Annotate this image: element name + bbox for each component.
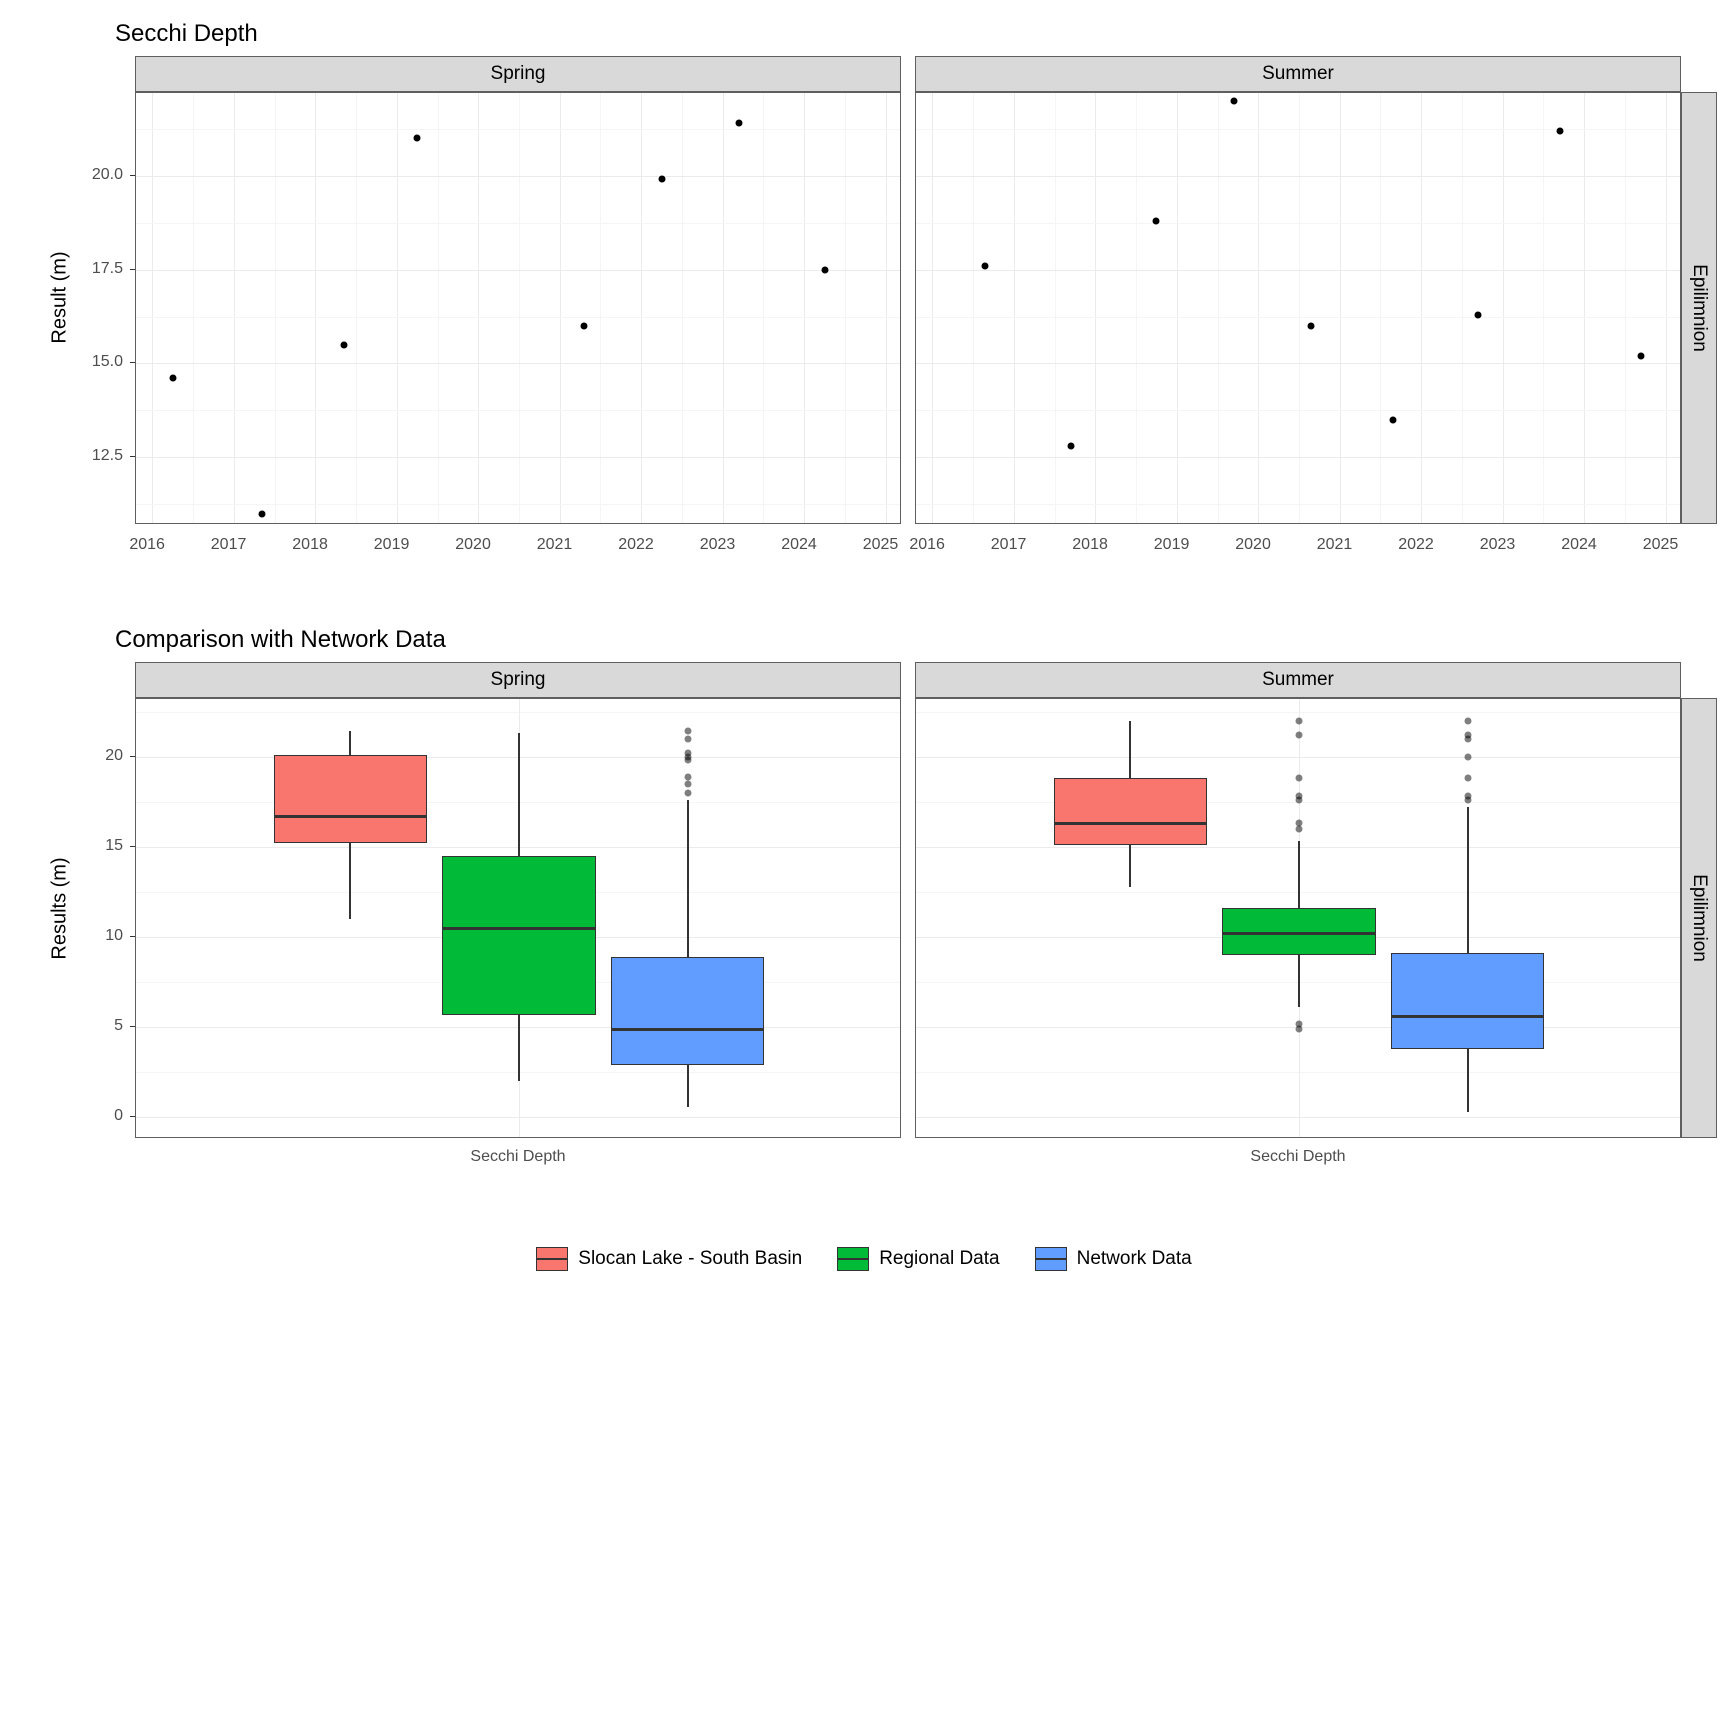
chart2-spring-panel (135, 698, 901, 1138)
legend-item-regional: Regional Data (837, 1247, 999, 1271)
data-point (259, 510, 266, 517)
chart1-spring-panel (135, 92, 901, 524)
legend-swatch (1035, 1247, 1067, 1271)
data-point (169, 375, 176, 382)
data-point (1308, 322, 1315, 329)
boxplot-slocan (274, 755, 427, 843)
strip-right-2: Epilimnion (1681, 698, 1717, 1138)
legend-item-slocan: Slocan Lake - South Basin (536, 1247, 802, 1271)
chart1-title: Secchi Depth (20, 20, 1708, 48)
data-point (1638, 352, 1645, 359)
figure: Secchi Depth Result (m) 12.515.017.520.0… (0, 0, 1728, 1728)
chart2-summer-panel (915, 698, 1681, 1138)
data-point (1230, 97, 1237, 104)
data-point (1067, 443, 1074, 450)
data-point (821, 266, 828, 273)
legend: Slocan Lake - South Basin Regional Data … (20, 1247, 1708, 1271)
legend-item-network: Network Data (1035, 1247, 1192, 1271)
legend-swatch (536, 1247, 568, 1271)
strip-summer-2: Summer (915, 662, 1681, 698)
data-point (1153, 217, 1160, 224)
data-point (1389, 416, 1396, 423)
boxplot-network (611, 957, 764, 1065)
chart1-summer-panel (915, 92, 1681, 524)
data-point (658, 176, 665, 183)
c2-xlab-summer: Secchi Depth (915, 1148, 1681, 1166)
data-point (1475, 311, 1482, 318)
chart1-ylabel: Result (m) (49, 238, 72, 358)
strip-summer: Summer (915, 56, 1681, 92)
data-point (736, 120, 743, 127)
data-point (1556, 127, 1563, 134)
chart2-ylabel: Results (m) (49, 849, 72, 969)
strip-spring: Spring (135, 56, 901, 92)
chart2-title: Comparison with Network Data (20, 626, 1708, 654)
legend-swatch (837, 1247, 869, 1271)
data-point (982, 262, 989, 269)
boxplot-slocan (1054, 778, 1207, 845)
c2-xlab-spring: Secchi Depth (135, 1148, 901, 1166)
strip-right-1: Epilimnion (1681, 92, 1717, 524)
boxplot-regional (442, 856, 595, 1015)
strip-spring-2: Spring (135, 662, 901, 698)
data-point (340, 341, 347, 348)
boxplot-network (1391, 953, 1544, 1049)
data-point (414, 135, 421, 142)
data-point (581, 322, 588, 329)
